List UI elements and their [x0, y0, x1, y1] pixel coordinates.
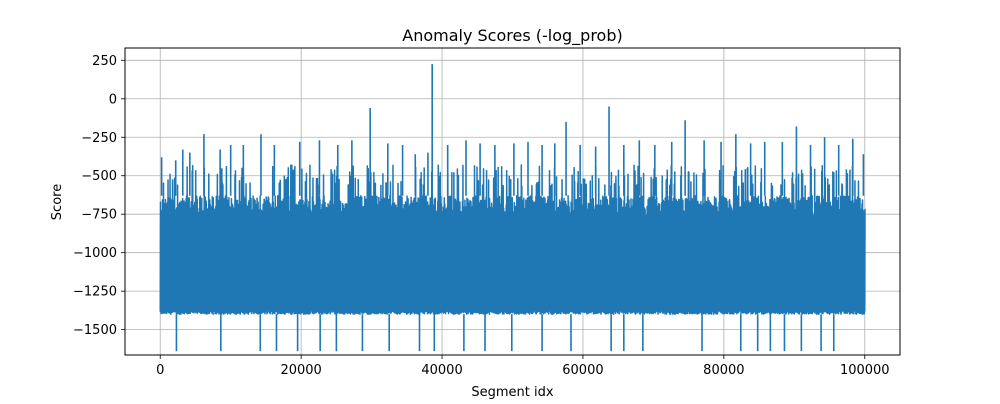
axis-ticks: 0 20000 40000 60000 80000 100000 250 0 −250 −500 −…: [73, 54, 890, 378]
y-tick-label: −250: [81, 131, 117, 146]
y-tick-label: 0: [109, 92, 117, 107]
chart-title: Anomaly Scores (-log_prob): [402, 26, 622, 46]
x-tick-label: 80000: [703, 363, 744, 378]
x-tick-label: 60000: [562, 363, 603, 378]
y-tick-label: −1000: [73, 246, 117, 261]
y-tick-label: 250: [92, 54, 117, 69]
score-line-body: [159, 164, 866, 315]
y-axis-label: Score: [50, 184, 65, 220]
x-tick-label: 0: [156, 363, 164, 378]
x-tick-label: 40000: [421, 363, 462, 378]
y-tick-label: −750: [81, 208, 117, 223]
y-tick-label: −1500: [73, 323, 117, 338]
y-tick-label: −1250: [73, 285, 117, 300]
x-tick-label: 100000: [840, 363, 890, 378]
plot-area-frame: [124, 47, 901, 356]
y-tick-label: −500: [81, 169, 117, 184]
x-axis-label: Segment idx: [471, 385, 553, 400]
x-tick-label: 20000: [280, 363, 321, 378]
score-series: [159, 64, 866, 352]
